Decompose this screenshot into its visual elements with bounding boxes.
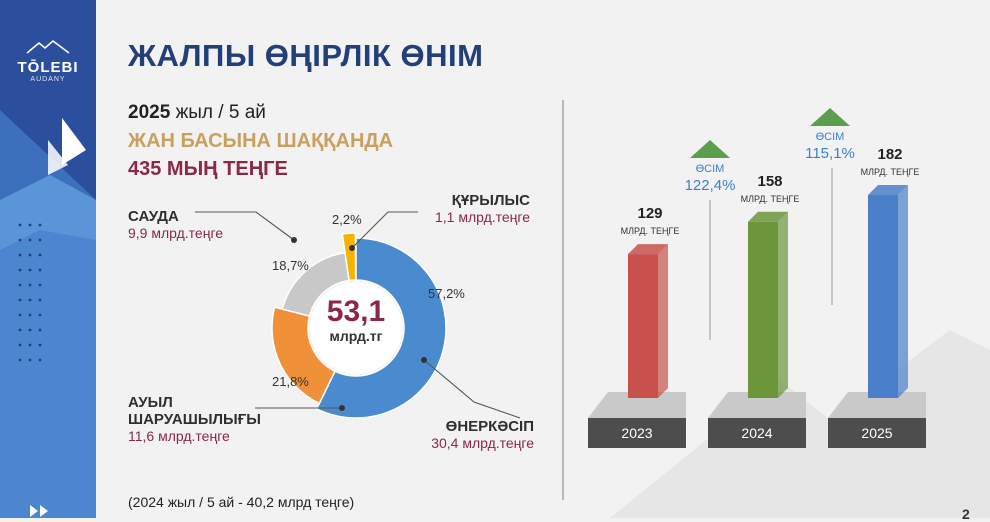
label-agriculture: АУЫЛ ШАРУАШЫЛЫҒЫ 11,6 млрд.теңге [128,394,261,444]
leader-agriculture [255,405,345,411]
period-rest: жыл / 5 ай [175,102,266,123]
growth-indicator-1: ӨСІМ 122,4% [685,140,736,340]
logo-name: TŌLEBI [17,59,79,76]
page-title: ЖАЛПЫ ӨҢІРЛІК ӨНІМ [128,38,484,73]
data-label-2023: 129 [637,205,662,222]
construction-name: ҚҰРЫЛЫС [451,192,530,209]
leader-industry [421,357,521,419]
bar-top-2023 [628,244,668,255]
data-unit-2024: МЛРД. ТЕҢГЕ [741,194,800,204]
bar-side-2024 [778,211,788,398]
bar-2025 [868,195,898,398]
donut-total-unit: млрд.тг [329,328,383,344]
tick-label-2025: 2025 [861,425,892,441]
vertical-divider [562,100,564,500]
bar-platform-2025 [828,392,926,418]
pct-trade: 18,7% [272,258,309,273]
growth-value: 115,1% [805,145,855,162]
slice-industry [315,237,447,419]
leader-construction [349,211,418,251]
bar-top-2025 [868,185,908,195]
growth-label: ӨСІМ [696,163,725,175]
label-industry: ӨНЕРКӘСІП 30,4 млрд.теңге [400,418,534,451]
slice-construction [341,232,357,282]
agriculture-value: 11,6 млрд.теңге [128,428,230,444]
mountain-icon [26,39,70,54]
trade-value: 9,9 млрд.теңге [128,225,224,241]
bar-2024 [748,221,778,398]
bar-top-2024 [748,211,788,222]
sidebar-decoration [0,110,96,517]
bar-2023 [628,254,658,398]
growth-arrow-icon [690,140,730,158]
donut-center: 53,1 млрд.тг [310,282,402,374]
pct-industry: 57,2% [428,286,465,301]
label-trade: САУДА 9,9 млрд.теңге [128,208,223,241]
growth-arrow-icon [810,108,850,126]
sidebar-light-panel [0,200,96,518]
donut-total-value: 53,1 [326,295,386,328]
pct-agriculture: 21,8% [272,374,309,389]
per-capita-value: 435 МЫҢ ТЕҢГЕ [128,158,288,180]
bar-side-2025 [898,185,908,398]
bar-year-box-2025 [828,418,926,448]
trade-name: САУДА [128,208,179,225]
data-unit-2025: МЛРД. ТЕҢГЕ [861,167,920,177]
growth-value: 122,4% [685,177,736,194]
pct-construction: 2,2% [332,212,362,227]
label-construction: ҚҰРЫЛЫС 1,1 млрд.теңге [418,192,530,225]
per-capita-label: ЖАН БАСЫНА ШАҚҚАНДА [128,130,394,152]
tick-label-2024: 2024 [741,425,772,441]
bar-side-2023 [658,244,668,398]
tick-label-2023: 2023 [621,425,652,441]
growth-label: ӨСІМ [816,131,845,143]
footnote: (2024 жыл / 5 ай - 40,2 млрд теңге) [128,494,355,510]
data-label-2025: 182 [877,146,902,163]
bar-year-box-2023 [588,418,686,448]
period-line: 2025 жыл / 5 ай [128,102,266,124]
page-number: 2 [962,506,970,522]
agriculture-name-2: ШАРУАШЫЛЫҒЫ [128,411,261,428]
bar-platform-2024 [708,392,806,418]
agriculture-name-1: АУЫЛ [128,394,173,411]
leader-trade [195,211,297,243]
bar-year-box-2024 [708,418,806,448]
data-label-2024: 158 [757,173,782,190]
growth-indicator-2: ӨСІМ 115,1% [805,108,855,305]
sidebar: TŌLEBI AUDANY [0,0,96,518]
play-arrows-icon [30,505,48,517]
data-unit-2023: МЛРД. ТЕҢГЕ [621,226,680,236]
period-year: 2025 [128,102,171,123]
logo-subtitle: AUDANY [30,76,66,83]
logo: TŌLEBI AUDANY [0,39,96,83]
slice-agriculture [271,306,337,405]
industry-value: 30,4 млрд.теңге [431,435,534,451]
construction-value: 1,1 млрд.теңге [434,209,530,225]
industry-name: ӨНЕРКӘСІП [445,418,534,435]
bar-platform-2023 [588,392,686,418]
